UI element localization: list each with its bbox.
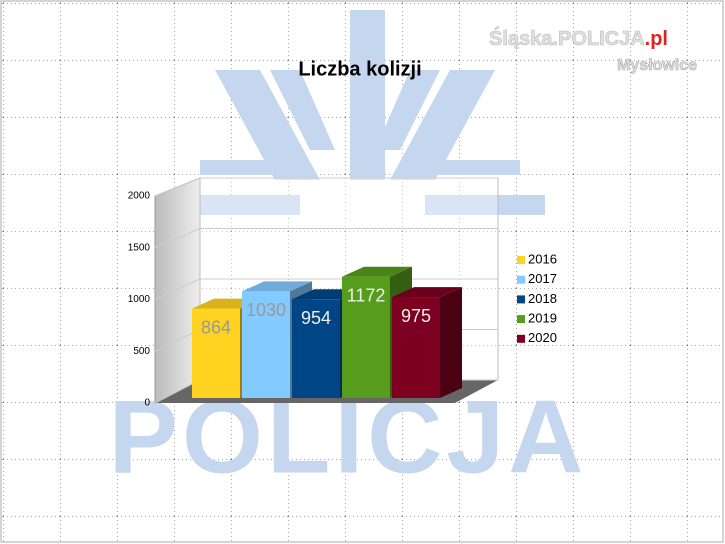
watermark-unit: Mysłowice	[617, 57, 697, 74]
y-tick-label: 500	[133, 346, 150, 357]
bar-top	[392, 287, 462, 298]
legend-label: 2020	[528, 330, 557, 345]
bar-top	[242, 281, 312, 292]
side-grid-line	[154, 278, 201, 300]
bar	[192, 308, 240, 398]
side-grid-line	[154, 177, 201, 197]
side-grid-line	[154, 228, 201, 249]
bar	[292, 299, 340, 398]
data-label: 864	[201, 317, 231, 337]
legend-swatch	[517, 315, 525, 324]
legend-swatch	[517, 334, 525, 343]
legend-label: 2017	[528, 271, 557, 286]
brand: Śląska.POLICJA	[489, 26, 645, 50]
legend-swatch	[517, 275, 525, 284]
watermark-brand: Śląska.POLICJA.pl	[489, 26, 668, 50]
brand-suffix: .pl	[645, 28, 668, 50]
data-label: 1030	[246, 300, 286, 320]
bar-side	[440, 287, 462, 398]
bar-top	[342, 266, 412, 277]
bar	[392, 297, 440, 398]
y-tick-label: 0	[144, 398, 150, 409]
y-tick-label: 1500	[128, 242, 151, 253]
data-label: 1172	[347, 285, 386, 305]
bar	[342, 276, 390, 398]
y-tick-label: 2000	[128, 191, 151, 202]
data-label: 975	[401, 306, 431, 326]
legend-label: 2018	[528, 291, 557, 306]
chart-title: Liczba kolizji	[298, 58, 421, 80]
legend-swatch	[517, 295, 525, 304]
legend-swatch	[517, 256, 525, 264]
legend-label: 2019	[528, 311, 557, 326]
legend-label: 2016	[528, 251, 557, 266]
y-tick-label: 1000	[128, 294, 151, 305]
data-label: 954	[301, 308, 331, 328]
bar	[242, 291, 290, 398]
